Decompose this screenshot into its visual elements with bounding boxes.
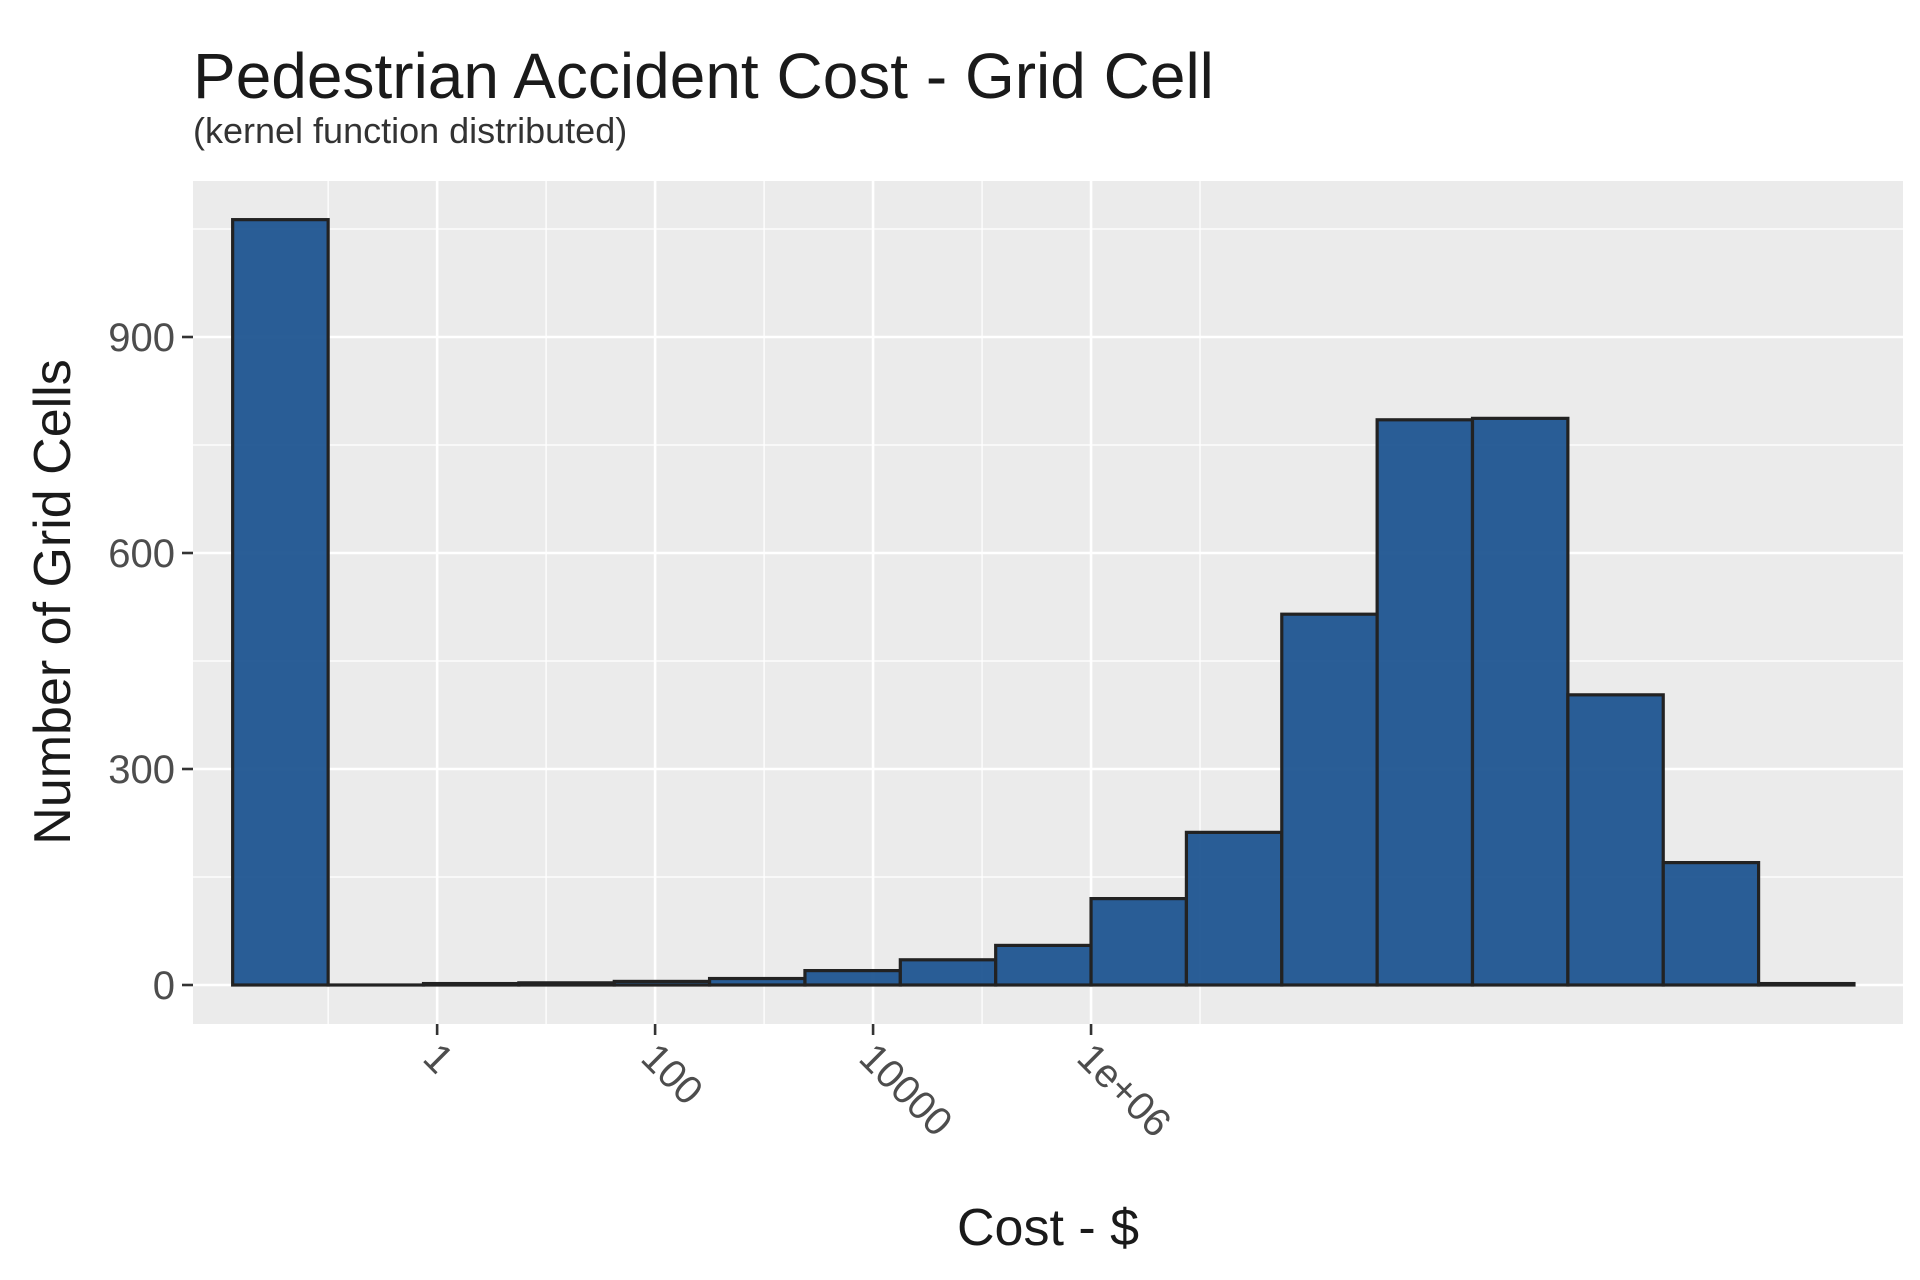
histogram-bar-11: [1280, 612, 1379, 987]
y-tick-label: 600: [108, 532, 175, 576]
histogram-bar-10: [1184, 830, 1284, 987]
y-tick-label: 0: [153, 964, 175, 1008]
y-tick-label: 900: [108, 316, 175, 360]
histogram-bar-13: [1470, 416, 1570, 987]
histogram-bar-7: [898, 958, 998, 987]
x-axis-ticks: 1 100 10000 1e+06: [415, 1024, 1179, 1146]
y-axis-ticks: 0 300 600 900: [108, 316, 193, 1008]
x-tick-label: 10000: [851, 1035, 961, 1145]
y-tick-label: 300: [108, 748, 175, 792]
histogram-bar-15: [1661, 860, 1761, 987]
x-tick-label: 1: [415, 1035, 462, 1082]
x-tick-label: 1e+06: [1069, 1035, 1180, 1146]
y-axis-title: Number of Grid Cells: [24, 359, 82, 844]
chart-subtitle: (kernel function distributed): [193, 110, 627, 151]
histogram-bar-2: [421, 981, 521, 987]
x-axis-title: Cost - $: [957, 1199, 1139, 1257]
histogram-bar-6: [803, 968, 902, 987]
x-tick-label: 100: [633, 1035, 711, 1113]
histogram-bar-12: [1375, 418, 1475, 987]
histogram-bar-0: [231, 218, 330, 987]
histogram-bars: [231, 218, 1856, 987]
histogram-bar-4: [612, 979, 712, 987]
histogram-bar-3: [517, 981, 616, 987]
minor-gridlines: [193, 181, 1903, 1024]
histogram-bar-5: [707, 976, 807, 987]
histogram-bar-8: [994, 943, 1093, 987]
histogram-bar-16: [1756, 981, 1856, 987]
histogram-bar-9: [1089, 896, 1189, 987]
histogram-bar-14: [1566, 693, 1665, 987]
chart-title: Pedestrian Accident Cost - Grid Cell: [193, 40, 1214, 112]
